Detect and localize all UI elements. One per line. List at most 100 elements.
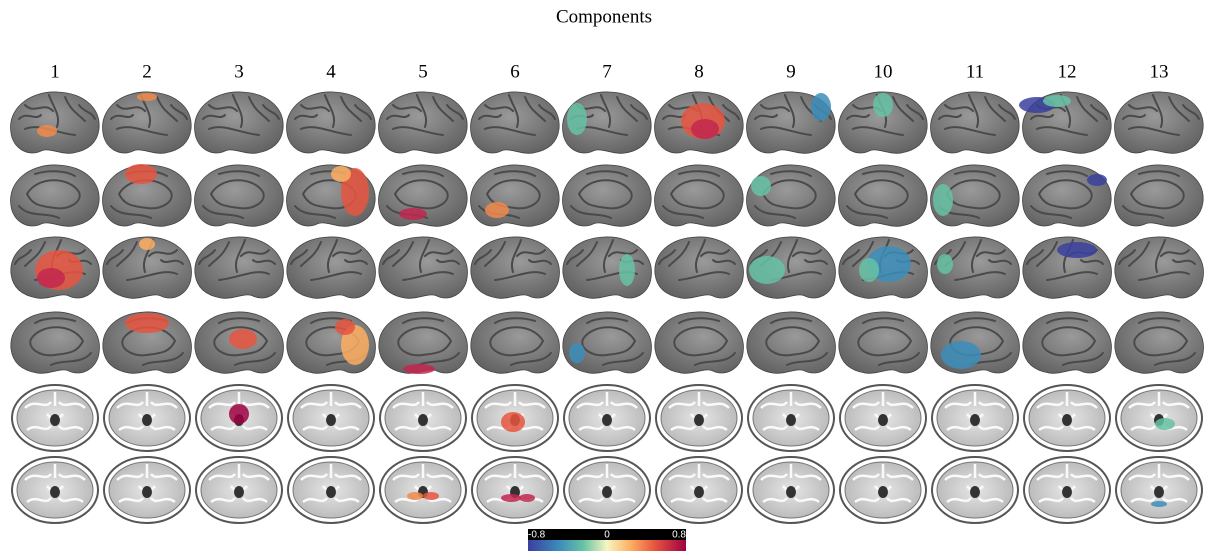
brain-view xyxy=(656,385,742,451)
activation xyxy=(1155,418,1175,430)
ventricle xyxy=(1062,486,1072,498)
activation xyxy=(423,492,439,500)
activation xyxy=(137,93,157,101)
hemisphere xyxy=(747,312,836,373)
brain-view xyxy=(195,237,284,298)
activation xyxy=(403,364,435,374)
brain-view xyxy=(563,165,652,226)
colorbar-tick-label: 0.8 xyxy=(672,530,686,541)
cortex xyxy=(471,237,560,298)
brain-view xyxy=(104,457,190,523)
hemisphere xyxy=(11,92,100,153)
brain-view xyxy=(288,457,374,523)
figure-title: Components xyxy=(556,6,652,27)
activation xyxy=(569,343,585,363)
ventricle xyxy=(694,486,704,498)
hemisphere xyxy=(655,237,744,298)
activation xyxy=(229,404,249,424)
activation xyxy=(407,492,423,500)
brain-view xyxy=(379,312,468,373)
hemisphere xyxy=(1115,92,1204,153)
component-label: 1 xyxy=(50,61,60,82)
ventricle xyxy=(786,414,796,426)
hemisphere xyxy=(471,312,560,373)
activation xyxy=(937,254,953,274)
cortex xyxy=(563,237,652,298)
ventricle xyxy=(326,486,336,498)
brain-view xyxy=(11,92,100,153)
brain-view xyxy=(471,237,560,298)
ventricle xyxy=(602,414,612,426)
component-label: 10 xyxy=(874,61,893,82)
component-label: 9 xyxy=(786,61,796,82)
cortex xyxy=(195,237,284,298)
brain-view xyxy=(103,92,192,153)
activation xyxy=(399,208,427,220)
activation xyxy=(749,256,785,284)
ventricle xyxy=(878,486,888,498)
brain-view xyxy=(195,165,284,226)
ventricle xyxy=(1154,486,1164,498)
activation xyxy=(941,341,981,369)
ventricle xyxy=(970,414,980,426)
brain-view xyxy=(379,92,468,153)
brain-view xyxy=(195,92,284,153)
brain-view xyxy=(12,457,98,523)
brain-view xyxy=(564,385,650,451)
brain-view xyxy=(1116,385,1202,451)
component-label: 12 xyxy=(1058,61,1077,82)
cortex xyxy=(379,237,468,298)
brain-view xyxy=(196,457,282,523)
ventricle xyxy=(50,414,60,426)
hemisphere xyxy=(471,165,560,226)
hemisphere xyxy=(103,92,192,153)
activation xyxy=(859,258,879,282)
brain-view xyxy=(1115,237,1204,298)
brain-view xyxy=(12,385,98,451)
brain-view xyxy=(1024,385,1110,451)
ventricle xyxy=(234,486,244,498)
brain-view xyxy=(840,385,926,451)
activation xyxy=(485,202,509,218)
ventricle xyxy=(142,414,152,426)
figure: Components -0.800.8 12345678910111213 xyxy=(0,0,1207,551)
colorbar-tick-label: 0 xyxy=(604,530,610,541)
brain-view xyxy=(380,385,466,451)
cortex xyxy=(471,92,560,153)
brain-view xyxy=(564,457,650,523)
brain-view xyxy=(472,457,558,523)
brain-view xyxy=(839,165,928,226)
colorbar-tick-label: -0.8 xyxy=(528,530,546,541)
activation xyxy=(335,319,355,335)
ventricle xyxy=(970,486,980,498)
ventricle xyxy=(694,414,704,426)
activation xyxy=(37,125,57,137)
brain-view xyxy=(471,92,560,153)
brain-view xyxy=(563,237,652,298)
brain-view xyxy=(839,312,928,373)
cortex xyxy=(11,92,100,153)
brain-view xyxy=(563,312,652,373)
brain-view xyxy=(11,165,100,226)
ventricle xyxy=(602,486,612,498)
activation xyxy=(811,93,831,121)
hemisphere xyxy=(563,237,652,298)
component-label: 2 xyxy=(142,61,152,82)
activation xyxy=(691,119,719,139)
cortex xyxy=(1115,92,1204,153)
component-label: 11 xyxy=(966,61,984,82)
activation xyxy=(1151,501,1167,507)
brain-view xyxy=(932,457,1018,523)
ventricle xyxy=(418,414,428,426)
hemisphere xyxy=(287,237,376,298)
activation xyxy=(1057,242,1097,258)
hemisphere xyxy=(287,92,376,153)
colorbar-gradient xyxy=(528,540,686,551)
brain-view xyxy=(840,457,926,523)
ventricle xyxy=(786,486,796,498)
activation xyxy=(37,268,65,288)
brain-view xyxy=(1023,312,1112,373)
activation xyxy=(519,494,535,502)
component-label: 6 xyxy=(510,61,520,82)
ventricle xyxy=(878,414,888,426)
